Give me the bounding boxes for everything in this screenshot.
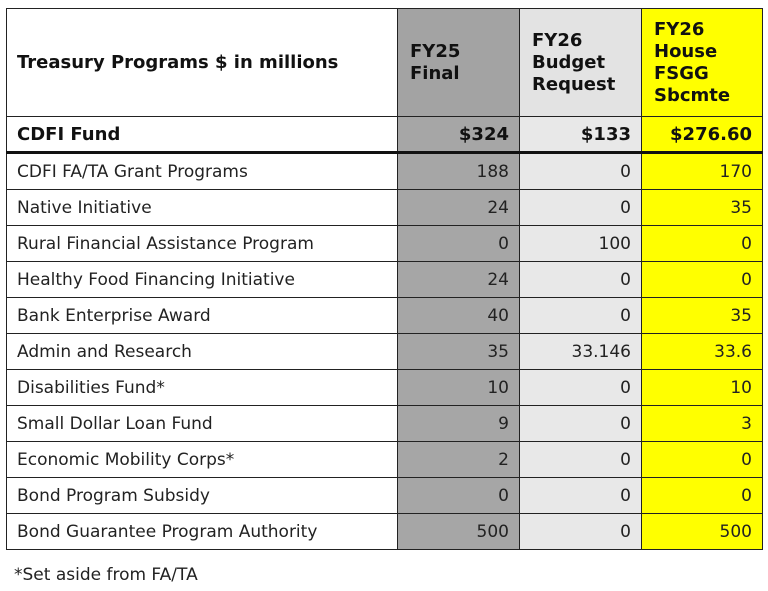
data-row: Rural Financial Assistance Program 0 100 0 xyxy=(6,225,763,262)
value-cell: 3 xyxy=(641,405,763,442)
data-row: Bond Program Subsidy 0 0 0 xyxy=(6,477,763,514)
value-cell: 0 xyxy=(519,405,642,442)
label-cell: Bond Guarantee Program Authority xyxy=(6,513,398,550)
value-cell: 33.6 xyxy=(641,333,763,370)
budget-table: Treasury Programs $ in millions FY25 Final… xyxy=(6,8,763,550)
header-text: House xyxy=(654,40,718,62)
data-row: CDFI FA/TA Grant Programs 188 0 170 xyxy=(6,152,763,190)
data-row: Disabilities Fund* 10 0 10 xyxy=(6,369,763,406)
header-cell: Treasury Programs $ in millions xyxy=(6,8,398,117)
label-cell: CDFI Fund xyxy=(6,116,398,154)
label-cell: Healthy Food Financing Initiative xyxy=(6,261,398,298)
value-cell: 0 xyxy=(519,297,642,334)
data-row: Native Initiative 24 0 35 xyxy=(6,189,763,226)
summary-row: CDFI Fund $324 $133 $276.60 xyxy=(6,116,763,154)
value-cell: 40 xyxy=(397,297,520,334)
value-cell: 2 xyxy=(397,441,520,478)
data-row: Economic Mobility Corps* 2 0 0 xyxy=(6,441,763,478)
value-cell: 0 xyxy=(519,261,642,298)
value-cell: 500 xyxy=(641,513,763,550)
value-cell: 0 xyxy=(519,441,642,478)
value-cell: $324 xyxy=(397,116,520,154)
footnote: *Set aside from FA/TA xyxy=(14,565,198,585)
label-cell: Small Dollar Loan Fund xyxy=(6,405,398,442)
value-cell: 170 xyxy=(641,152,763,190)
header-text: Sbcmte xyxy=(654,84,731,106)
header-text: Request xyxy=(532,73,616,95)
value-cell: 0 xyxy=(519,189,642,226)
header-text: Treasury Programs $ in millions xyxy=(17,51,339,73)
data-row: Bond Guarantee Program Authority 500 0 500 xyxy=(6,513,763,550)
value-cell: 500 xyxy=(397,513,520,550)
label-cell: Admin and Research xyxy=(6,333,398,370)
data-row: Healthy Food Financing Initiative 24 0 0 xyxy=(6,261,763,298)
value-cell: 0 xyxy=(519,477,642,514)
header-cell: FY25 Final xyxy=(397,8,520,117)
label-cell: Rural Financial Assistance Program xyxy=(6,225,398,262)
header-cell: FY26 House FSGG Sbcmte xyxy=(641,8,763,117)
value-cell: 0 xyxy=(519,369,642,406)
value-cell: 35 xyxy=(397,333,520,370)
header-text: Final xyxy=(410,62,460,84)
value-cell: 0 xyxy=(641,225,763,262)
value-cell: 35 xyxy=(641,297,763,334)
value-cell: 0 xyxy=(641,261,763,298)
header-text: FSGG xyxy=(654,62,709,84)
data-row: Bank Enterprise Award 40 0 35 xyxy=(6,297,763,334)
header-text: FY26 xyxy=(654,18,705,40)
value-cell: 9 xyxy=(397,405,520,442)
header-text: FY25 xyxy=(410,40,461,62)
value-cell: 24 xyxy=(397,189,520,226)
header-row: Treasury Programs $ in millions FY25 Final… xyxy=(6,8,763,117)
label-cell: Bond Program Subsidy xyxy=(6,477,398,514)
header-text: FY26 xyxy=(532,29,583,51)
header-text: Budget xyxy=(532,51,606,73)
value-cell: 24 xyxy=(397,261,520,298)
label-cell: Bank Enterprise Award xyxy=(6,297,398,334)
table-body: Treasury Programs $ in millions FY25 Final… xyxy=(6,8,763,550)
data-row: Admin and Research 35 33.146 33.6 xyxy=(6,333,763,370)
value-cell: 0 xyxy=(397,225,520,262)
label-cell: Disabilities Fund* xyxy=(6,369,398,406)
value-cell: 10 xyxy=(641,369,763,406)
value-cell: $276.60 xyxy=(641,116,763,154)
label-cell: CDFI FA/TA Grant Programs xyxy=(6,152,398,190)
value-cell: 188 xyxy=(397,152,520,190)
label-cell: Native Initiative xyxy=(6,189,398,226)
value-cell: 0 xyxy=(641,441,763,478)
value-cell: 0 xyxy=(519,513,642,550)
label-cell: Economic Mobility Corps* xyxy=(6,441,398,478)
data-row: Small Dollar Loan Fund 9 0 3 xyxy=(6,405,763,442)
value-cell: 0 xyxy=(641,477,763,514)
value-cell: 35 xyxy=(641,189,763,226)
value-cell: 100 xyxy=(519,225,642,262)
value-cell: 10 xyxy=(397,369,520,406)
value-cell: $133 xyxy=(519,116,642,154)
header-cell: FY26 Budget Request xyxy=(519,8,642,117)
value-cell: 0 xyxy=(397,477,520,514)
value-cell: 0 xyxy=(519,152,642,190)
value-cell: 33.146 xyxy=(519,333,642,370)
